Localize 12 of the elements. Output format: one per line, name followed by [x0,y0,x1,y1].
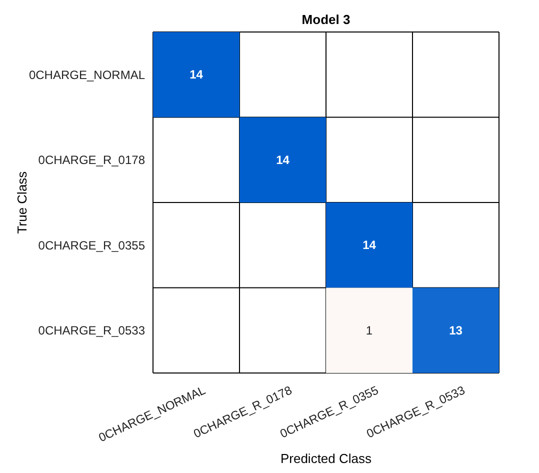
y-tick-label: 0CHARGE_NORMAL [28,68,146,82]
y-axis-title: True Class [14,170,30,236]
y-tick-label: 0CHARGE_R_0355 [38,238,146,252]
data-label: 13 [449,323,463,338]
x-axis-title: Predicted Class [279,451,373,466]
y-tick-label: 0CHARGE_R_0178 [38,153,146,168]
data-label: 14 [276,152,290,167]
data-label: 14 [362,238,376,252]
chart-title: Model 3 [300,12,352,27]
y-tick-label: 0CHARGE_R_0533 [38,324,146,338]
data-label: 14 [190,68,204,82]
data-label: 1 [366,323,373,338]
